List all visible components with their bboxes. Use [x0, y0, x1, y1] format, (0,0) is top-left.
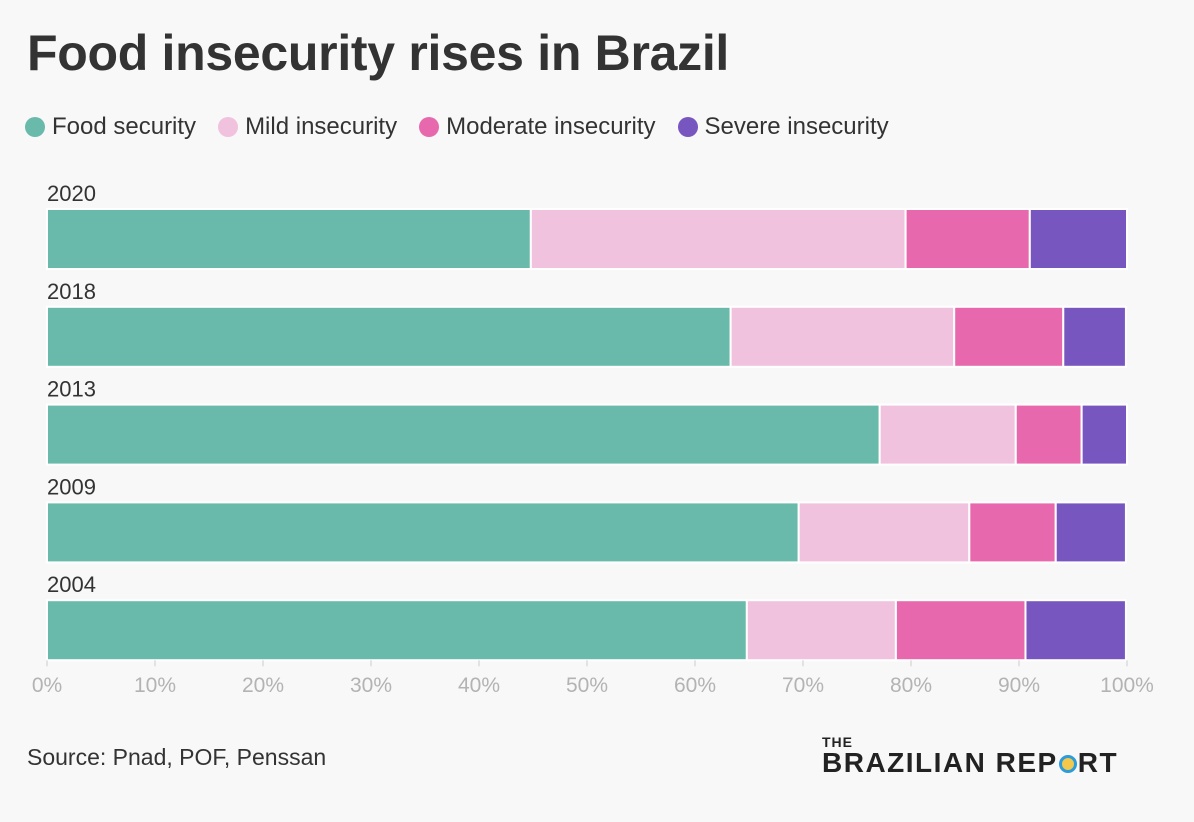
source-note: Source: Pnad, POF, Penssan [27, 744, 327, 770]
bar-2020-severe-insecurity [1028, 208, 1129, 270]
bar-2018-mild-insecurity [729, 305, 956, 368]
legend-label-moderate-insecurity: Moderate insecurity [446, 113, 656, 140]
bar-2004-mild-insecurity [745, 599, 897, 662]
logo-the-text: THE [822, 734, 853, 750]
legend-item-mild-insecurity: Mild insecurity [218, 113, 397, 141]
legend-swatch-moderate-insecurity [419, 117, 440, 137]
brand-logo: THE BRAZILIAN REP RT [822, 734, 1162, 780]
bar-2009-food-security [46, 501, 800, 564]
category-label-2004: 2004 [47, 572, 96, 597]
bar-2020-moderate-insecurity [904, 208, 1031, 270]
x-tick-label-2: 20% [242, 674, 284, 697]
legend-item-severe-insecurity: Severe insecurity [677, 113, 889, 141]
legend-label-food-security: Food security [52, 113, 197, 140]
bar-2020-mild-insecurity [529, 208, 907, 270]
category-label-2020: 2020 [47, 181, 96, 206]
bar-2004-food-security [46, 599, 748, 662]
bar-2013-severe-insecurity [1080, 403, 1129, 466]
legend-item-moderate-insecurity: Moderate insecurity [419, 113, 656, 141]
logo-globe-icon [1058, 755, 1077, 773]
x-tick-label-6: 60% [674, 674, 716, 697]
category-label-2018: 2018 [47, 279, 96, 304]
x-tick-label-0: 0% [32, 674, 62, 697]
legend-swatch-mild-insecurity [218, 117, 239, 137]
x-tick-label-8: 80% [890, 674, 932, 697]
x-tick-label-7: 70% [782, 674, 824, 697]
legend-swatch-food-security [25, 117, 45, 137]
x-tick-label-3: 30% [350, 674, 392, 697]
bar-2009-moderate-insecurity [968, 501, 1057, 564]
chart-title: Food insecurity rises in Brazil [27, 25, 730, 81]
legend: Food security Mild insecurity Moderate i… [25, 113, 889, 141]
logo-wordmark: BRAZILIAN REP RT [822, 747, 1118, 779]
legend-item-food-security: Food security [25, 113, 196, 141]
category-label-2009: 2009 [47, 474, 96, 499]
bar-2013-moderate-insecurity [1014, 403, 1083, 466]
bar-2004-severe-insecurity [1024, 599, 1127, 662]
logo-wordmark-end: RT [1077, 747, 1119, 778]
x-tick-label-1: 10% [134, 674, 176, 697]
legend-label-mild-insecurity: Mild insecurity [245, 113, 398, 140]
bar-2013-mild-insecurity [878, 403, 1017, 466]
legend-swatch-severe-insecurity [677, 117, 698, 137]
bar-2018-food-security [46, 305, 732, 368]
x-tick-label-4: 40% [458, 674, 500, 697]
legend-label-severe-insecurity: Severe insecurity [704, 113, 889, 140]
bar-2020-food-security [46, 208, 532, 270]
bar-2009-mild-insecurity [797, 501, 971, 564]
bar-2018-severe-insecurity [1062, 305, 1127, 368]
bar-2009-severe-insecurity [1054, 501, 1127, 564]
category-label-2013: 2013 [47, 377, 96, 402]
logo-wordmark-start: BRAZILIAN REP [822, 747, 1058, 778]
stacked-bar-chart: 2020 2018 2013 2009 2004 0% 10% 20% 30% 40% 50% 60%… [32, 181, 1154, 697]
x-tick-label-5: 50% [566, 674, 608, 697]
bar-2018-moderate-insecurity [953, 305, 1065, 368]
bar-2013-food-security [46, 403, 881, 466]
bar-2004-moderate-insecurity [894, 599, 1027, 662]
x-tick-label-10: 100% [1100, 674, 1154, 697]
x-tick-label-9: 90% [998, 674, 1040, 697]
